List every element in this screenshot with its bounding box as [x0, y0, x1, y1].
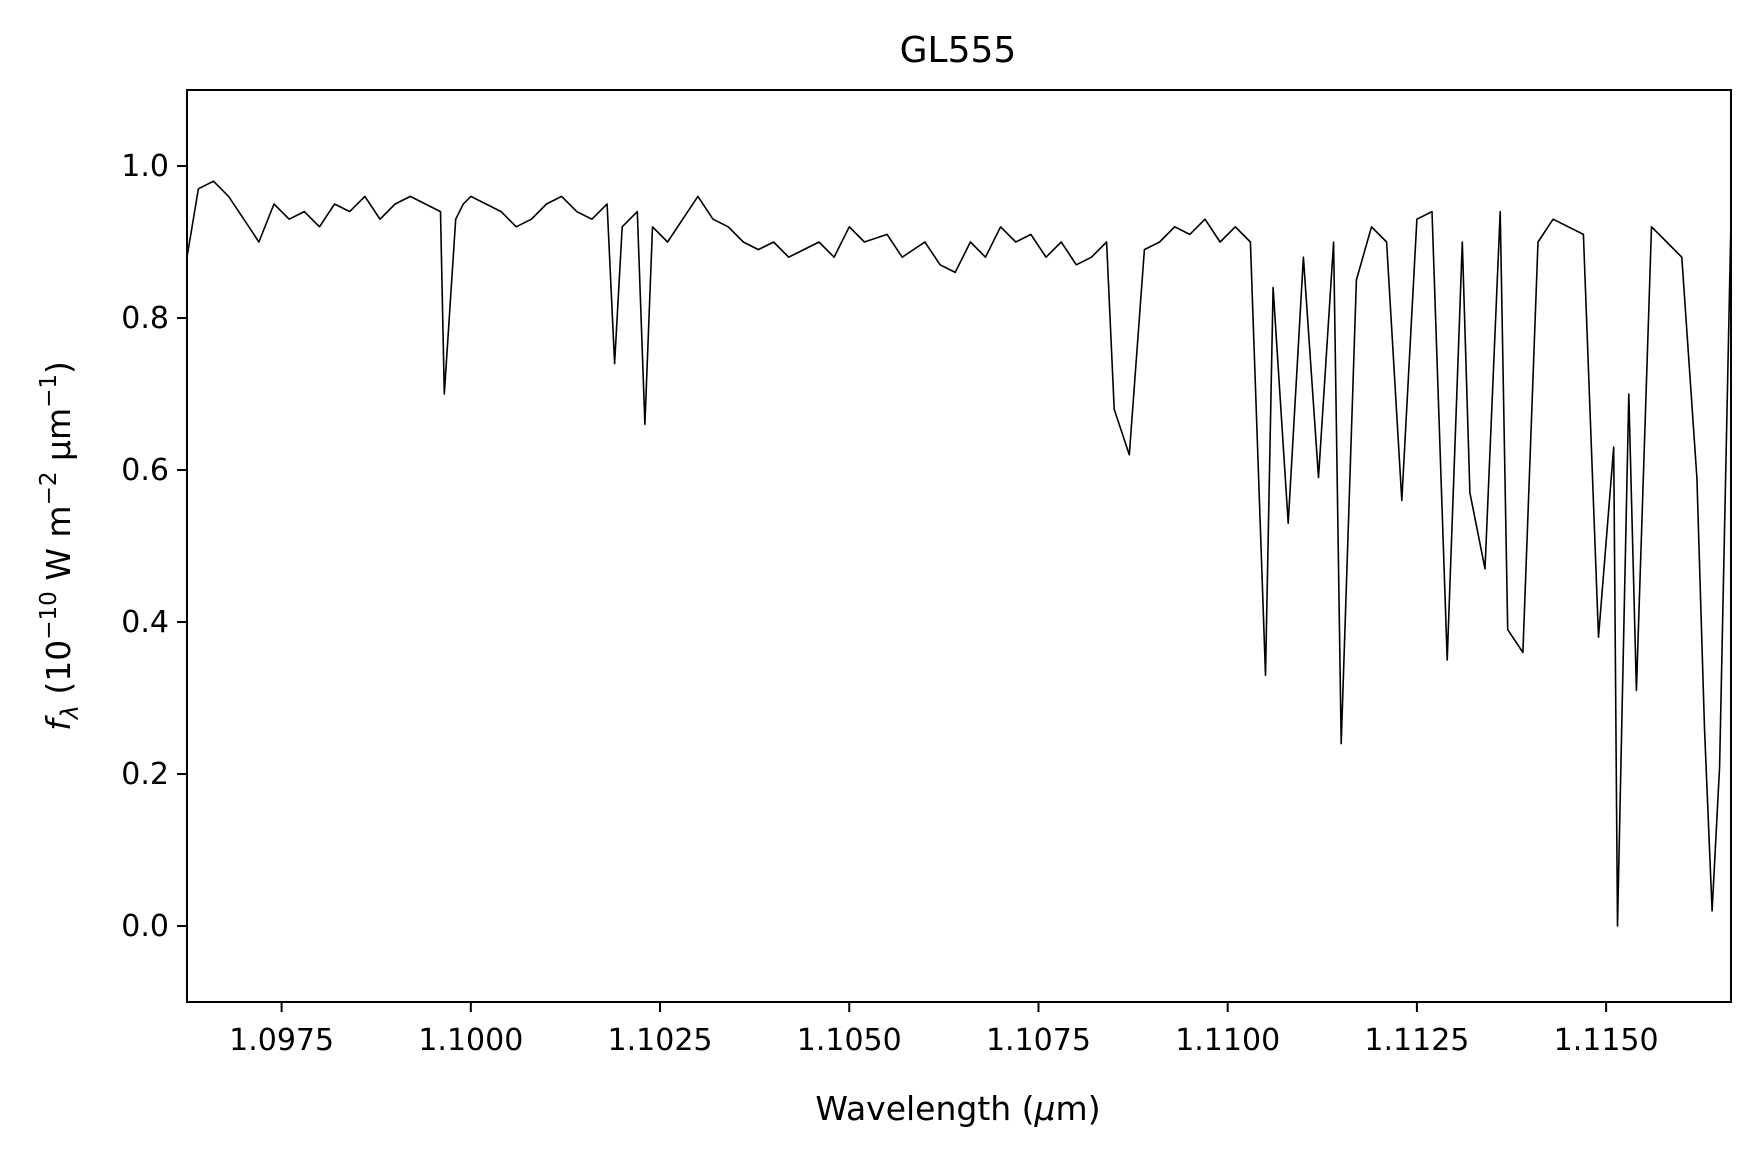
x-tick-label: 1.1075	[986, 1023, 1091, 1058]
x-tick-label: 1.1000	[418, 1023, 523, 1058]
x-axis: 1.0975 1.1000 1.1025 1.1050 1.1075 1.1100 1.11…	[229, 1002, 1659, 1058]
plot-area	[186, 180, 1732, 927]
y-tick-label: 0.2	[121, 757, 169, 792]
x-tick-label: 1.1100	[1175, 1023, 1280, 1058]
x-tick-label: 1.1050	[797, 1023, 902, 1058]
y-axis: 0.0 0.2 0.4 0.6 0.8 1.0	[121, 149, 187, 944]
y-tick-label: 0.4	[121, 605, 169, 640]
x-tick-label: 1.1025	[608, 1023, 713, 1058]
plot-frame	[186, 89, 1732, 1003]
x-tick-label: 1.1150	[1554, 1023, 1659, 1058]
chart-title: GL555	[900, 30, 1017, 71]
x-tick-label: 1.1125	[1364, 1023, 1469, 1058]
x-axis-label: Wavelength (μm)	[815, 1089, 1100, 1128]
spectrum-line	[186, 180, 1732, 927]
y-tick-label: 0.8	[121, 301, 169, 336]
y-tick-label: 1.0	[121, 149, 169, 184]
x-tick-label: 1.0975	[229, 1023, 334, 1058]
y-tick-label: 0.0	[121, 909, 169, 944]
y-axis-label: fλ (10−10 W m−2 μm−1)	[36, 361, 84, 731]
y-tick-label: 0.6	[121, 453, 169, 488]
